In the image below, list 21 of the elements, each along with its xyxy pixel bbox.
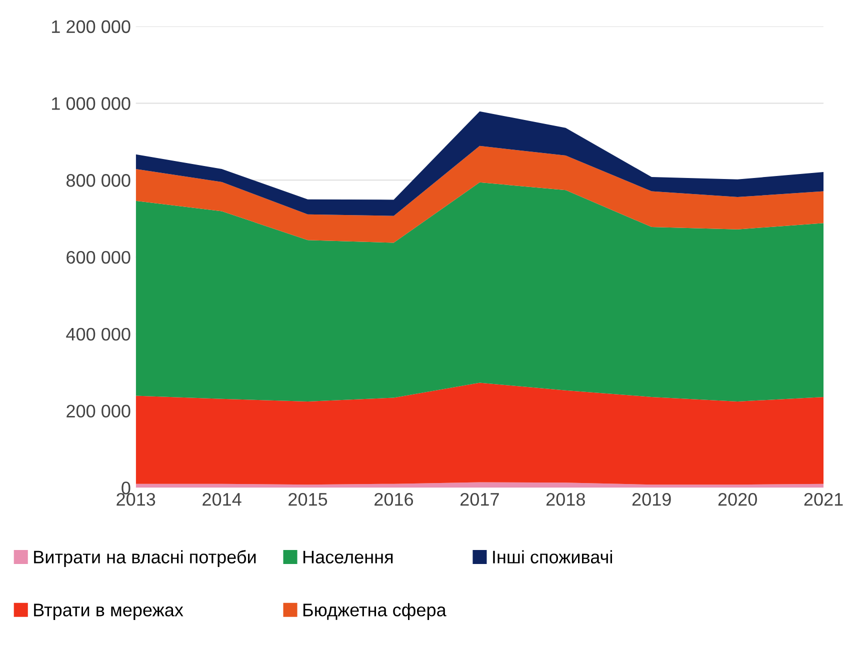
legend-label: Втрати в мережах	[34, 604, 184, 620]
y-tick-label: 0	[122, 482, 130, 494]
legend-label: Бюджетна сфера	[303, 603, 446, 620]
legend-label: Населення	[303, 550, 393, 564]
y-tick-label: 800 000	[66, 174, 130, 187]
y-tick-label: 600 000	[66, 250, 130, 264]
y-tick-label: 200 000	[66, 404, 130, 418]
y-tick-label: 1 000 000	[52, 97, 130, 110]
x-tick-label: 2015	[288, 493, 328, 506]
x-tick-label: 2018	[546, 493, 585, 506]
x-tick-label: 2021	[804, 493, 843, 506]
x-tick-label: 2014	[202, 493, 242, 506]
y-tick-label: 1 200 000	[52, 20, 130, 34]
x-tick-label: 2020	[718, 493, 757, 506]
x-tick-label: 2013	[116, 493, 156, 506]
x-tick-label: 2017	[460, 493, 499, 506]
x-tick-label: 2019	[632, 493, 671, 506]
x-tick-label: 2016	[374, 493, 414, 506]
y-tick-label: 400 000	[66, 328, 130, 341]
legend-label: Інші споживачі	[493, 550, 612, 564]
legend-label: Витрати на власні потреби	[34, 550, 256, 568]
